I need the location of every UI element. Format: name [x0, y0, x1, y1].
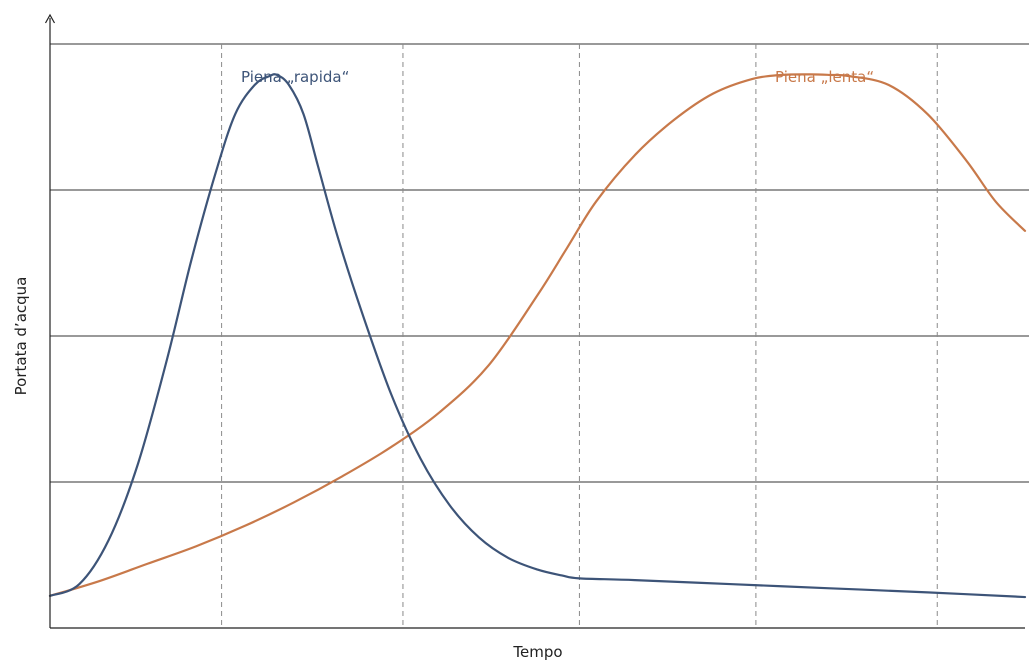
horizontal-gridlines [50, 43, 1029, 483]
y-axis-arrowhead [44, 13, 56, 24]
series-labels: Piena „rapida“ Piena „lenta“ [241, 68, 874, 86]
x-axis-label: Tempo [512, 643, 562, 661]
vertical-gridlines [221, 44, 938, 628]
series-line-rapida [48, 73, 1027, 599]
series-label-lenta: Piena „lenta“ [775, 68, 874, 86]
series-label-rapida: Piena „rapida“ [241, 68, 349, 86]
series-layer [48, 73, 1027, 599]
y-axis-label: Portata d’acqua [12, 277, 30, 396]
series-line-lenta [48, 73, 1027, 597]
